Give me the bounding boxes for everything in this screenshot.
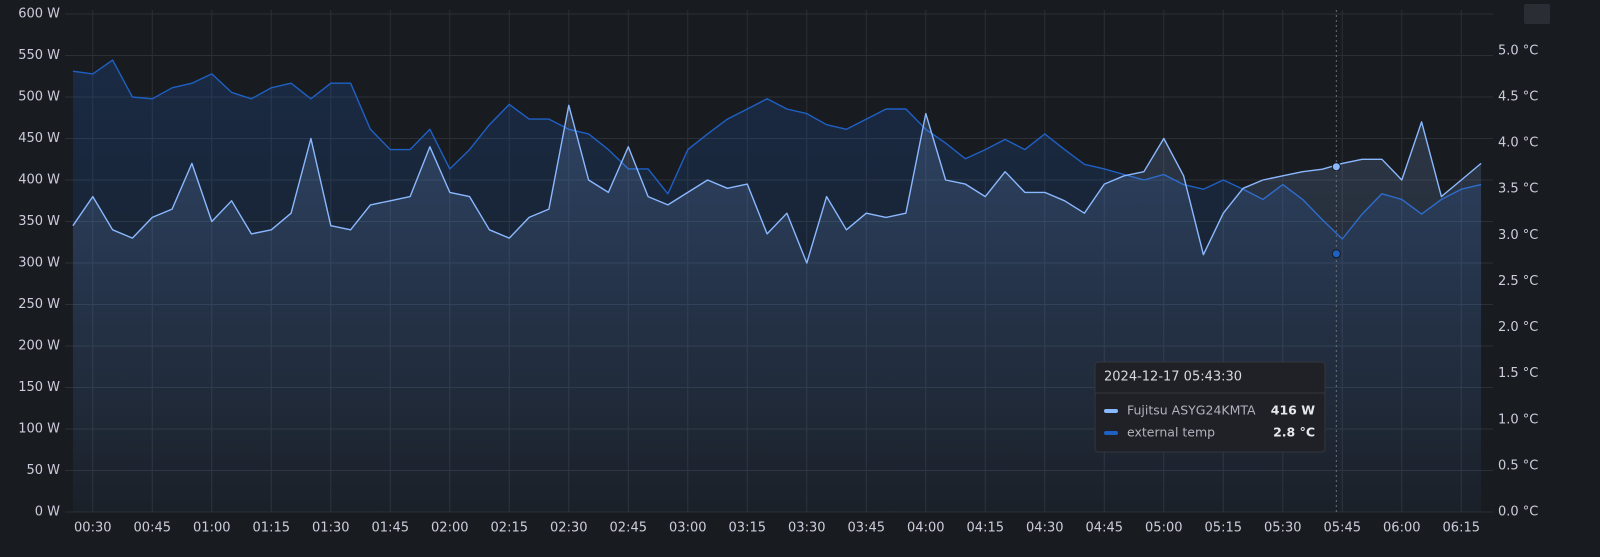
x-tick-label: 01:45 — [372, 521, 409, 536]
x-tick-label: 02:15 — [491, 521, 528, 536]
y2-tick-label: 5.0 °C — [1498, 43, 1538, 58]
y2-tick-label: 2.0 °C — [1498, 320, 1538, 335]
y-tick-label: 400 W — [18, 173, 60, 188]
y-tick-label: 150 W — [18, 380, 60, 395]
menu-button[interactable] — [1524, 4, 1550, 24]
tooltip-time: 2024-12-17 05:43:30 — [1104, 370, 1242, 385]
x-tick-label: 02:30 — [550, 521, 587, 536]
y2-tick-label: 4.5 °C — [1498, 90, 1538, 105]
series-line — [72, 104, 1482, 264]
x-tick-label: 00:45 — [134, 521, 171, 536]
y-tick-label: 600 W — [18, 7, 60, 22]
x-tick-label: 06:00 — [1383, 521, 1420, 536]
tooltip-value: 416 W — [1271, 403, 1315, 418]
y-tick-label: 200 W — [18, 339, 60, 354]
y2-tick-label: 1.0 °C — [1498, 412, 1538, 427]
x-tick-label: 03:45 — [848, 521, 885, 536]
y2-tick-label: 0.5 °C — [1498, 458, 1538, 473]
x-tick-label: 06:15 — [1443, 521, 1480, 536]
y-tick-label: 500 W — [18, 90, 60, 105]
x-tick-label: 02:45 — [610, 521, 647, 536]
x-tick-label: 04:00 — [907, 521, 944, 536]
y2-tick-label: 3.0 °C — [1498, 228, 1538, 243]
x-tick-label: 05:45 — [1324, 521, 1361, 536]
x-tick-label: 01:00 — [193, 521, 230, 536]
x-tick-label: 01:30 — [312, 521, 349, 536]
x-tick-label: 03:15 — [729, 521, 766, 536]
x-tick-label: 05:30 — [1264, 521, 1301, 536]
y-tick-label: 350 W — [18, 214, 60, 229]
y2-tick-label: 1.5 °C — [1498, 366, 1538, 381]
hover-point — [1331, 249, 1341, 259]
x-tick-label: 02:00 — [431, 521, 468, 536]
y2-tick-label: 3.5 °C — [1498, 182, 1538, 197]
x-tick-label: 04:30 — [1026, 521, 1063, 536]
y2-tick-label: 0.0 °C — [1498, 505, 1538, 520]
x-tick-label: 04:15 — [967, 521, 1004, 536]
tooltip-series-name: Fujitsu ASYG24KMTA — [1127, 403, 1256, 418]
x-tick-label: 01:15 — [253, 521, 290, 536]
x-tick-label: 05:00 — [1145, 521, 1182, 536]
y-tick-label: 0 W — [35, 505, 60, 520]
x-tick-label: 00:30 — [74, 521, 111, 536]
hover-point — [1331, 162, 1341, 172]
y-tick-label: 450 W — [18, 131, 60, 146]
y-tick-label: 300 W — [18, 256, 60, 271]
x-tick-label: 03:30 — [788, 521, 825, 536]
tooltip-swatch — [1104, 409, 1118, 413]
x-tick-label: 04:45 — [1086, 521, 1123, 536]
y-tick-label: 250 W — [18, 297, 60, 312]
axes: 0 W 50 W 100 W 150 W 200 W 250 W 300 W 350 W 400… — [18, 7, 1538, 536]
tooltip: 2024-12-17 05:43:30 Fujitsu ASYG24KMTA 41… — [1094, 361, 1326, 453]
y2-tick-label: 2.5 °C — [1498, 274, 1538, 289]
tooltip-box — [1094, 361, 1326, 453]
y2-tick-label: 4.0 °C — [1498, 136, 1538, 151]
y-tick-label: 50 W — [26, 463, 60, 478]
tooltip-series-name: external temp — [1127, 425, 1215, 440]
tooltip-value: 2.8 °C — [1273, 425, 1315, 440]
y-tick-label: 550 W — [18, 48, 60, 63]
x-tick-label: 03:00 — [669, 521, 706, 536]
x-tick-label: 05:15 — [1205, 521, 1242, 536]
tooltip-swatch — [1104, 431, 1118, 435]
y-tick-label: 100 W — [18, 422, 60, 437]
